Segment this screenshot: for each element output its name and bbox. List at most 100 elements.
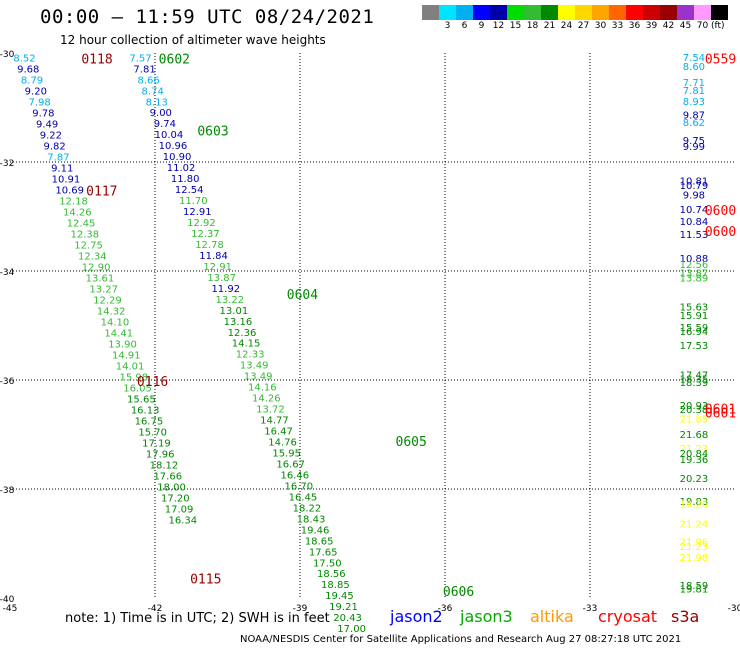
wave-height-value: 9.99 [683, 142, 705, 153]
wave-height-value: 12.56 [680, 260, 709, 271]
legend-label: 33 [611, 21, 624, 31]
wave-height-value: 14.26 [252, 394, 281, 405]
legend-label: 70 [696, 21, 709, 31]
legend-swatch [575, 5, 592, 20]
legend-label: 27 [577, 21, 590, 31]
wave-height-value: 10.84 [680, 217, 709, 228]
wave-height-value: 13.22 [215, 295, 244, 306]
wave-height-value: 12.29 [93, 295, 122, 306]
legend-swatch [439, 5, 456, 20]
wave-height-value: 19.83 [680, 497, 709, 508]
wave-height-value: 15.59 [680, 323, 709, 334]
wave-height-value: 12.36 [228, 328, 257, 339]
wave-height-value: 13.87 [207, 273, 236, 284]
wave-height-value: 13.49 [240, 361, 269, 372]
wave-height-value: 21.85 [680, 415, 709, 426]
wave-height-value: 16.34 [169, 515, 198, 526]
wave-height-value: 16.67 [276, 459, 305, 470]
legend-swatch [609, 5, 626, 20]
wave-height-value: 19.26 [680, 500, 709, 511]
wave-height-value: 15.70 [138, 427, 167, 438]
wave-height-value: 10.81 [680, 177, 709, 188]
wave-height-value: 16.45 [289, 492, 318, 503]
legend-swatch [694, 5, 711, 20]
wave-height-value: 20.84 [680, 449, 709, 460]
wave-height-value: 16.75 [135, 416, 164, 427]
map-title: 00:00 – 11:59 UTC 08/24/2021 [40, 6, 375, 28]
wave-height-value: 10.04 [155, 130, 184, 141]
legend-label: 42 [662, 21, 675, 31]
wave-height-value: 20.93 [680, 401, 709, 412]
wave-height-value: 16.70 [285, 481, 314, 492]
wave-height-value: 12.91 [203, 262, 232, 273]
wave-height-value: 17.20 [161, 493, 190, 504]
wave-height-value: 17.53 [680, 341, 709, 352]
wave-height-value: 10.90 [163, 152, 192, 163]
legend-label: 39 [645, 21, 658, 31]
credit-line: NOAA/NESDIS Center for Satellite Applica… [240, 634, 682, 645]
wave-height-value: 12.33 [236, 350, 265, 361]
wave-height-value: 12.75 [74, 240, 103, 251]
wave-height-value: 16.05 [123, 383, 152, 394]
wave-height-value: 9.00 [150, 108, 172, 119]
wave-height-value: 12.34 [78, 251, 107, 262]
legend-swatch [626, 5, 643, 20]
wave-height-value: 18.43 [297, 514, 326, 525]
wave-height-value: 21.96 [680, 537, 709, 548]
legend-swatch [473, 5, 490, 20]
satellite-name: jason3 [460, 607, 513, 626]
wave-height-value: 10.69 [55, 185, 84, 196]
latitude-label: -36 [0, 377, 15, 387]
latitude-label: -38 [0, 486, 15, 496]
pass-time-label: 0600 [705, 204, 736, 219]
wave-height-value: 21.68 [680, 430, 709, 441]
wave-height-value: 7.54 [683, 53, 705, 64]
pass-time-label: 0601 [705, 407, 736, 422]
wave-height-value: 18.00 [157, 482, 186, 493]
wave-height-value: 7.98 [28, 97, 50, 108]
wave-height-value: 13.61 [86, 273, 115, 284]
wave-height-value: 16.47 [264, 427, 293, 438]
wave-height-value: 10.91 [52, 174, 81, 185]
wave-height-value: 7.87 [47, 152, 69, 163]
wave-height-value: 11.02 [167, 163, 196, 174]
wave-height-value: 9.98 [683, 191, 705, 202]
legend-label: 45 [679, 21, 692, 31]
wave-height-value: 9.87 [683, 111, 705, 122]
wave-height-value: 7.57 [129, 53, 151, 64]
wave-height-value: 8.74 [142, 86, 164, 97]
footnote: note: 1) Time is in UTC; 2) SWH is in fe… [65, 611, 330, 626]
latitude-label: -30 [0, 50, 15, 60]
wave-height-value: 13.16 [224, 317, 253, 328]
wave-height-value: 8.66 [137, 75, 159, 86]
wave-height-value: 15.91 [680, 311, 709, 322]
wave-height-value: 10.96 [159, 141, 188, 152]
legend-swatch [711, 5, 728, 20]
legend-swatch [558, 5, 575, 20]
latitude-label: -40 [0, 595, 15, 605]
satellite-name: jason2 [390, 607, 443, 626]
wave-height-value: 7.71 [683, 78, 705, 89]
wave-height-value: 10.74 [680, 205, 709, 216]
wave-height-value: 8.93 [683, 97, 705, 108]
pass-time-label: 0605 [396, 435, 427, 450]
wave-height-value: 14.77 [260, 416, 289, 427]
legend-swatch [456, 5, 473, 20]
legend-label: 15 [509, 21, 522, 31]
wave-height-value: 19.46 [301, 525, 330, 536]
color-legend: 3 6 9 12 15 18 21 24 27 30 33 36 39 42 45 70 (ft) [422, 5, 728, 31]
legend-swatch [507, 5, 524, 20]
pass-time-label: 0117 [86, 184, 117, 199]
legend-label: 3 [444, 21, 451, 31]
wave-height-value: 12.54 [175, 185, 204, 196]
satellite-name: cryosat [598, 607, 658, 626]
wave-height-value: 9.78 [32, 108, 54, 119]
legend-label: 12 [492, 21, 505, 31]
legend-label: 6 [461, 21, 468, 31]
legend-swatch [524, 5, 541, 20]
pass-time-label: 0601 [705, 402, 736, 417]
wave-height-value: 11.53 [680, 230, 709, 241]
pass-time-label: 0603 [197, 124, 228, 139]
wave-height-value: 16.13 [131, 405, 160, 416]
wave-height-value: 13.87 [680, 269, 709, 280]
